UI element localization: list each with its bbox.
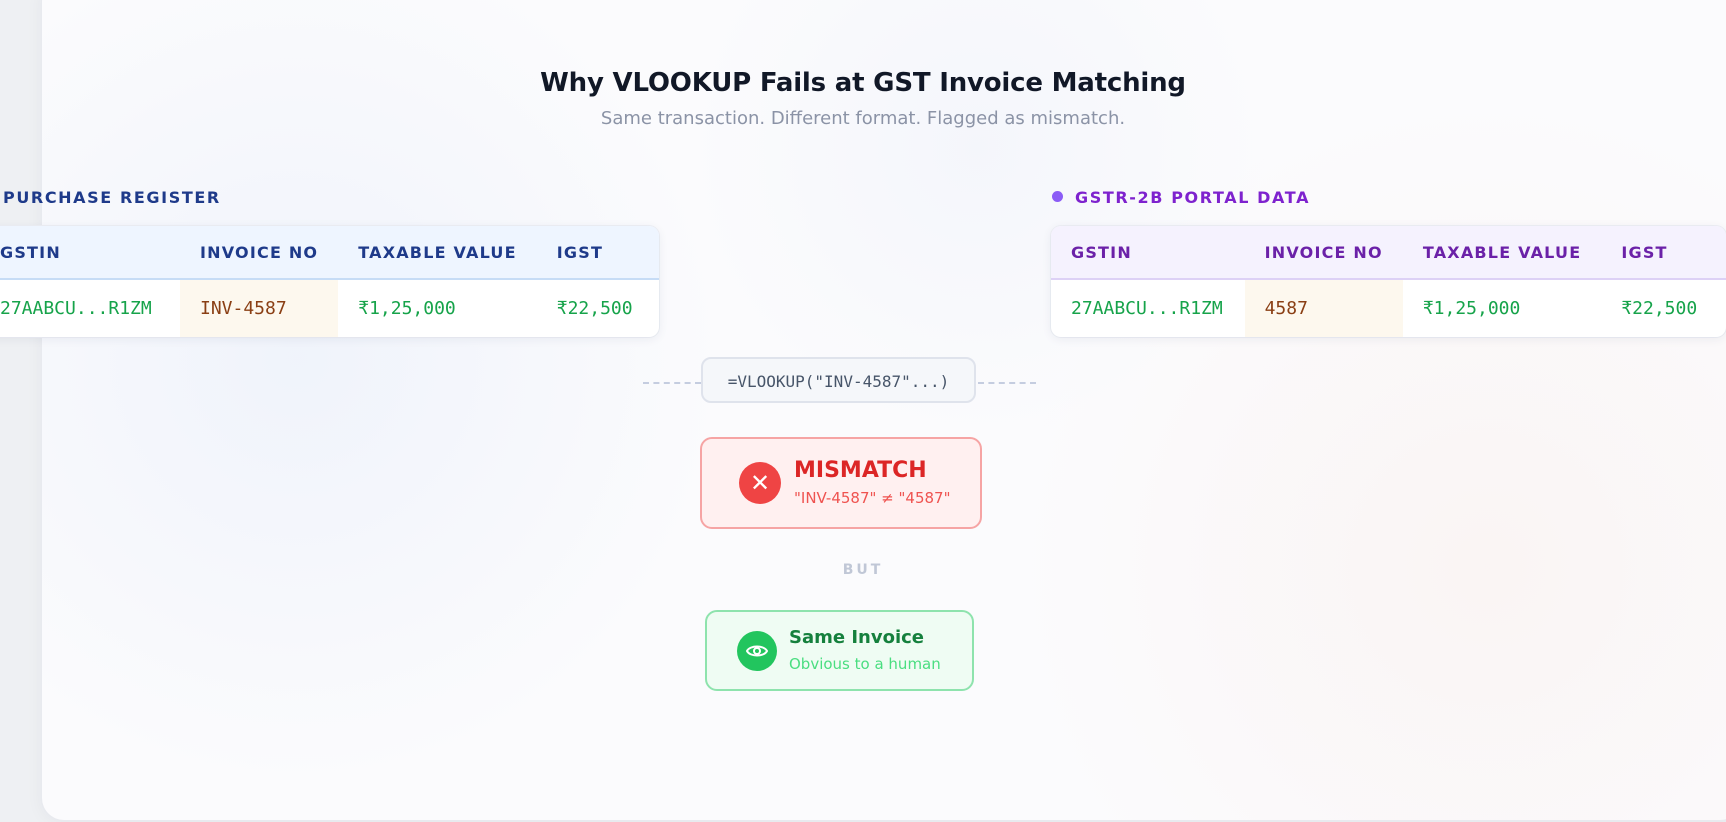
column-header-taxable-value: TAXABLE VALUE — [338, 226, 537, 280]
same-invoice-box: Same Invoice Obvious to a human — [705, 610, 974, 691]
column-header-invoice-no: INVOICE NO — [180, 226, 339, 280]
vlookup-formula: =VLOOKUP("INV-4587"...) — [701, 357, 976, 403]
cell-gstin: 27AABCU...R1ZM — [1071, 298, 1223, 319]
column-header-gstin: GSTIN — [0, 226, 180, 280]
connector-right — [978, 382, 1036, 384]
mismatch-title: MISMATCH — [794, 458, 927, 483]
same-invoice-detail: Obvious to a human — [789, 655, 941, 673]
cell-invoice-no: 4587 — [1244, 279, 1403, 337]
page-subtitle: Same transaction. Different format. Flag… — [600, 108, 1126, 129]
table-header-row: GSTIN INVOICE NO TAXABLE VALUE IGST — [0, 226, 659, 280]
column-header-igst: IGST — [1601, 226, 1726, 280]
table-header-row: GSTIN INVOICE NO TAXABLE VALUE IGST — [1051, 226, 1726, 280]
column-header-taxable-value: TAXABLE VALUE — [1402, 226, 1602, 280]
column-header-gstin: GSTIN — [1051, 226, 1245, 280]
table-row: 27AABCU...R1ZM 4587 ₹1,25,000 ₹22,500 — [1051, 279, 1726, 337]
cell-gstin: 27AABCU...R1ZM — [0, 298, 152, 319]
diagram-card — [42, 0, 1726, 820]
gstr2b-label-text: GSTR-2B PORTAL DATA — [1075, 188, 1311, 207]
same-invoice-title: Same Invoice — [789, 627, 924, 648]
cell-igst: ₹22,500 — [1621, 298, 1698, 319]
eye-icon — [737, 631, 777, 671]
cell-taxable-value: ₹1,25,000 — [358, 298, 456, 319]
mismatch-detail: "INV-4587" ≠ "4587" — [794, 489, 951, 507]
connector-left — [643, 382, 701, 384]
column-header-invoice-no: INVOICE NO — [1244, 226, 1403, 280]
gstr2b-label: GSTR-2B PORTAL DATA — [1052, 188, 1310, 207]
dot-icon — [1052, 191, 1063, 202]
gstr2b-table: GSTIN INVOICE NO TAXABLE VALUE IGST 27AA… — [1051, 226, 1726, 337]
purchase-register-label: PURCHASE REGISTER — [3, 188, 221, 207]
column-header-igst: IGST — [536, 226, 659, 280]
table-row: 27AABCU...R1ZM INV-4587 ₹1,25,000 ₹22,50… — [0, 279, 659, 337]
mismatch-box: ✕ MISMATCH "INV-4587" ≠ "4587" — [700, 437, 982, 529]
close-icon: ✕ — [739, 462, 781, 504]
cell-taxable-value: ₹1,25,000 — [1422, 298, 1521, 319]
cell-invoice-no: INV-4587 — [180, 279, 339, 337]
but-divider: BUT — [842, 562, 884, 578]
page-title: Why VLOOKUP Fails at GST Invoice Matchin… — [540, 68, 1186, 98]
cell-igst: ₹22,500 — [556, 298, 633, 319]
purchase-register-table: GSTIN INVOICE NO TAXABLE VALUE IGST 27AA… — [0, 226, 659, 337]
